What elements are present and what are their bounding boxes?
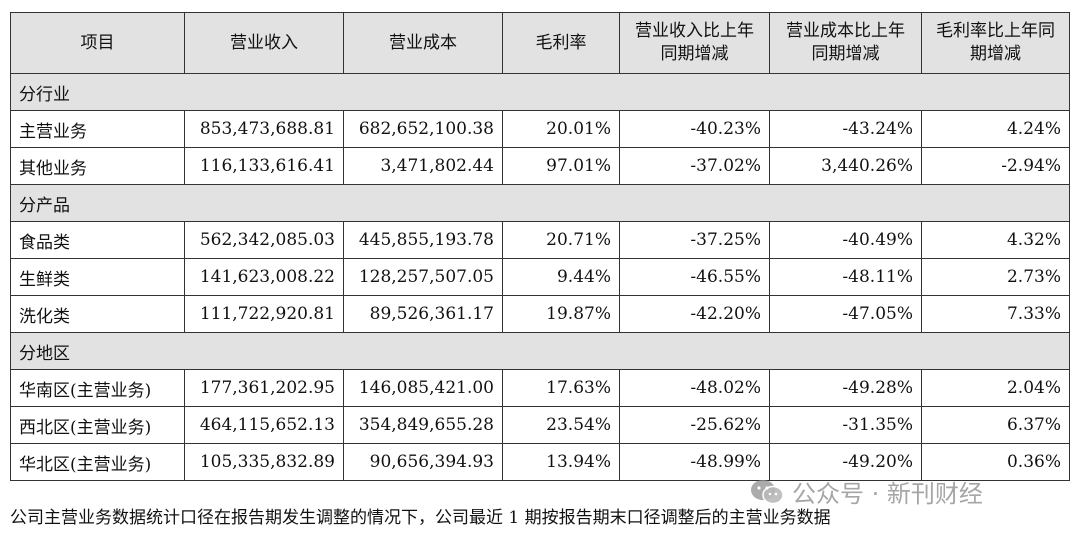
cell-margin: 20.71% [502,221,620,259]
cell-margin: 13.94% [502,443,620,481]
cell-margin-change: 6.37% [921,406,1070,444]
table-row: 主营业务 853,473,688.81 682,652,100.38 20.01% -4… [10,110,1070,148]
wechat-icon [751,479,784,504]
section-row: 分行业 [10,73,1070,111]
cell-margin-change: -2.94% [921,147,1070,185]
header-cost-change: 营业成本比上年同期增减 [769,12,922,74]
cell-item: 西北区(主营业务) [10,406,185,444]
table-row: 食品类 562,342,085.03 445,855,193.78 20.71% -37… [10,221,1070,259]
cell-revenue: 562,342,085.03 [184,221,344,259]
cell-cost: 682,652,100.38 [343,110,503,148]
cell-revenue: 141,623,008.22 [184,258,344,296]
cell-margin-change: 7.33% [921,295,1070,333]
table-header-row: 项目 营业收入 营业成本 毛利率 营业收入比上年同期增减 营业成本比上年同期增减… [10,12,1070,74]
cell-cost-change: -49.28% [769,369,922,407]
cell-revenue-change: -40.23% [619,110,770,148]
cell-margin: 19.87% [502,295,620,333]
cell-margin: 17.63% [502,369,620,407]
cell-cost: 146,085,421.00 [343,369,503,407]
header-revenue-change: 营业收入比上年同期增减 [619,12,770,74]
cell-cost-change: -49.20% [769,443,922,481]
cell-revenue: 105,335,832.89 [184,443,344,481]
header-margin: 毛利率 [502,12,620,74]
cell-cost-change: -48.11% [769,258,922,296]
cell-item: 主营业务 [10,110,185,148]
cell-revenue-change: -48.99% [619,443,770,481]
cell-revenue: 116,133,616.41 [184,147,344,185]
cell-cost: 90,656,394.93 [343,443,503,481]
header-item: 项目 [10,12,185,74]
cell-margin: 20.01% [502,110,620,148]
cell-cost: 354,849,655.28 [343,406,503,444]
section-title: 分行业 [10,73,1070,111]
financial-table: 项目 营业收入 营业成本 毛利率 营业收入比上年同期增减 营业成本比上年同期增减… [10,12,1070,481]
header-cost: 营业成本 [343,12,503,74]
footnote: 公司主营业务数据统计口径在报告期发生调整的情况下，公司最近 1 期按报告期末口径… [10,508,831,528]
cell-item: 其他业务 [10,147,185,185]
cell-revenue-change: -48.02% [619,369,770,407]
cell-margin: 9.44% [502,258,620,296]
cell-item: 食品类 [10,221,185,259]
watermark: 公众号 · 新刊财经 [750,474,983,509]
cell-margin-change: 4.32% [921,221,1070,259]
cell-revenue: 853,473,688.81 [184,110,344,148]
cell-margin-change: 2.04% [921,369,1070,407]
cell-margin-change: 4.24% [921,110,1070,148]
cell-item: 华北区(主营业务) [10,443,185,481]
table-row: 其他业务 116,133,616.41 3,471,802.44 97.01% -37.… [10,147,1070,185]
section-row: 分地区 [10,332,1070,370]
cell-cost: 445,855,193.78 [343,221,503,259]
table-row: 华北区(主营业务) 105,335,832.89 90,656,394.93 13.9… [10,443,1070,481]
cell-revenue-change: -37.02% [619,147,770,185]
section-title: 分产品 [10,184,1070,222]
cell-cost: 3,471,802.44 [343,147,503,185]
cell-cost-change: 3,440.26% [769,147,922,185]
cell-revenue-change: -42.20% [619,295,770,333]
cell-item: 华南区(主营业务) [10,369,185,407]
cell-revenue: 111,722,920.81 [184,295,344,333]
cell-revenue: 464,115,652.13 [184,406,344,444]
cell-cost-change: -47.05% [769,295,922,333]
cell-margin-change: 2.73% [921,258,1070,296]
header-revenue: 营业收入 [184,12,344,74]
cell-revenue-change: -37.25% [619,221,770,259]
table-row: 洗化类 111,722,920.81 89,526,361.17 19.87% -42.… [10,295,1070,333]
cell-revenue: 177,361,202.95 [184,369,344,407]
cell-revenue-change: -25.62% [619,406,770,444]
watermark-text: 公众号 · 新刊财经 [792,480,983,508]
cell-item: 洗化类 [10,295,185,333]
section-row: 分产品 [10,184,1070,222]
cell-cost-change: -40.49% [769,221,922,259]
section-title: 分地区 [10,332,1070,370]
cell-item: 生鲜类 [10,258,185,296]
cell-margin-change: 0.36% [921,443,1070,481]
table-row: 西北区(主营业务) 464,115,652.13 354,849,655.28 23.… [10,406,1070,444]
header-margin-change: 毛利率比上年同期增减 [921,12,1070,74]
cell-cost: 89,526,361.17 [343,295,503,333]
cell-cost: 128,257,507.05 [343,258,503,296]
cell-cost-change: -43.24% [769,110,922,148]
table-row: 华南区(主营业务) 177,361,202.95 146,085,421.00 17.… [10,369,1070,407]
table-body: 分行业 主营业务 853,473,688.81 682,652,100.38 20.01… [10,73,1070,481]
cell-cost-change: -31.35% [769,406,922,444]
cell-margin: 23.54% [502,406,620,444]
cell-revenue-change: -46.55% [619,258,770,296]
table-row: 生鲜类 141,623,008.22 128,257,507.05 9.44% -46.… [10,258,1070,296]
cell-margin: 97.01% [502,147,620,185]
